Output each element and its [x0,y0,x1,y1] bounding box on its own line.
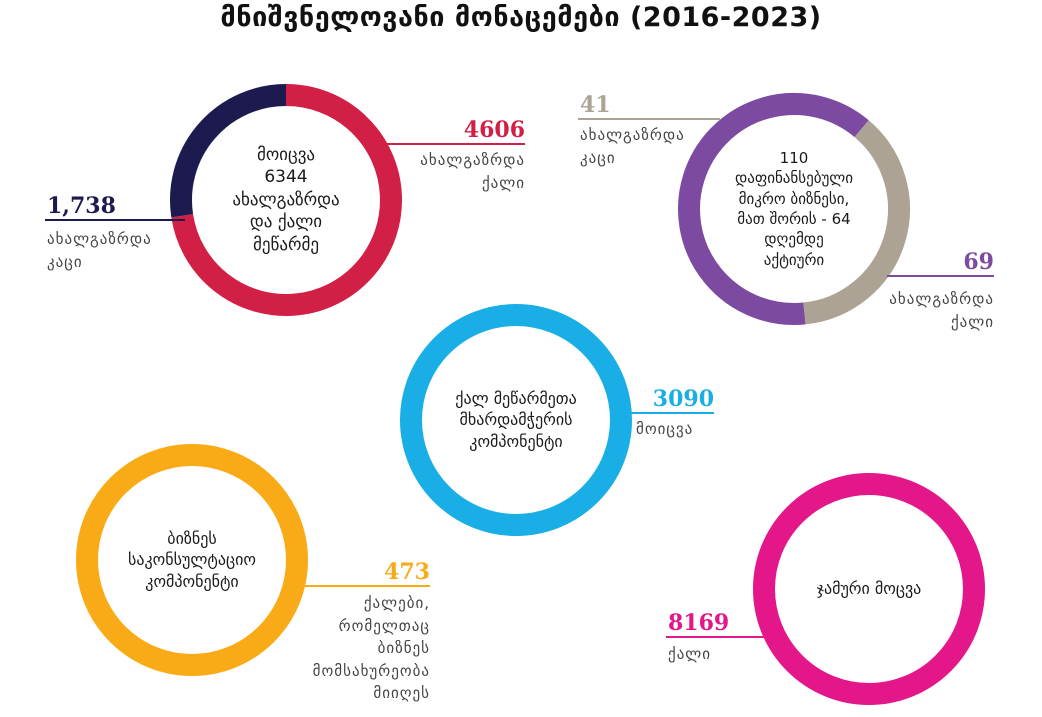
value-business-men: 41 [580,92,611,118]
ring-segment [753,473,985,705]
leader-line-consulting [288,585,430,587]
ring-center-text-participants: მოიცვა 6344 ახალგაზრდა და ქალი მეწარმე [232,144,340,255]
leader-line-women [373,143,525,145]
leader-line-business-women [887,275,994,277]
caption-total: ქალი [668,645,712,663]
leader-line-men [45,219,185,221]
ring-center-text-businesses: 110 დაფინანსებული მიკრო ბიზნესი, მათ შორ… [734,148,854,269]
ring-segment [400,304,632,536]
ring-segment [803,120,910,325]
caption-young-men: ახალგაზრდა კაცი [47,230,152,271]
ring-segment [678,93,869,325]
ring-chart-businesses [678,93,910,325]
value-consulting: 473 [384,559,430,585]
ring-chart-total-coverage [753,473,985,705]
caption-business-men: ახალგაზრდა კაცი [580,126,685,167]
ring-chart-participants [170,84,402,316]
leader-line-total [666,636,778,638]
ring-segment [170,84,287,218]
page-title: მნიშვნელოვანი მონაცემები (2016-2023) [220,2,822,33]
ring-center-text-consulting-component: ბიზნეს საკონსულტაციო კომპონენტი [128,529,256,591]
caption-young-women: ახალგაზრდა ქალი [420,151,525,192]
ring-center-text-support-component: ქალ მეწარმეთა მხარდამჭერის კომპონენტი [455,389,577,451]
ring-center-text-total-coverage: ჯამური მოცვა [816,579,922,599]
ring-chart-consulting-component [76,444,308,676]
caption-consulting: ქალები, რომელთაც ბიზნეს მომსახურეობა მიი… [312,594,430,702]
value-support: 3090 [652,386,714,412]
caption-support: მოიცვა [636,420,694,438]
leader-line-business-men [578,118,720,120]
leader-line-support [612,412,714,414]
ring-segment [171,84,402,316]
value-total: 8169 [668,610,730,636]
value-young-women: 4606 [463,117,525,143]
caption-business-women: ახალგაზრდა ქალი [889,290,994,331]
ring-chart-support-component [400,304,632,536]
value-business-women: 69 [963,249,994,275]
value-young-men: 1,738 [47,193,116,219]
ring-segment [76,444,308,676]
